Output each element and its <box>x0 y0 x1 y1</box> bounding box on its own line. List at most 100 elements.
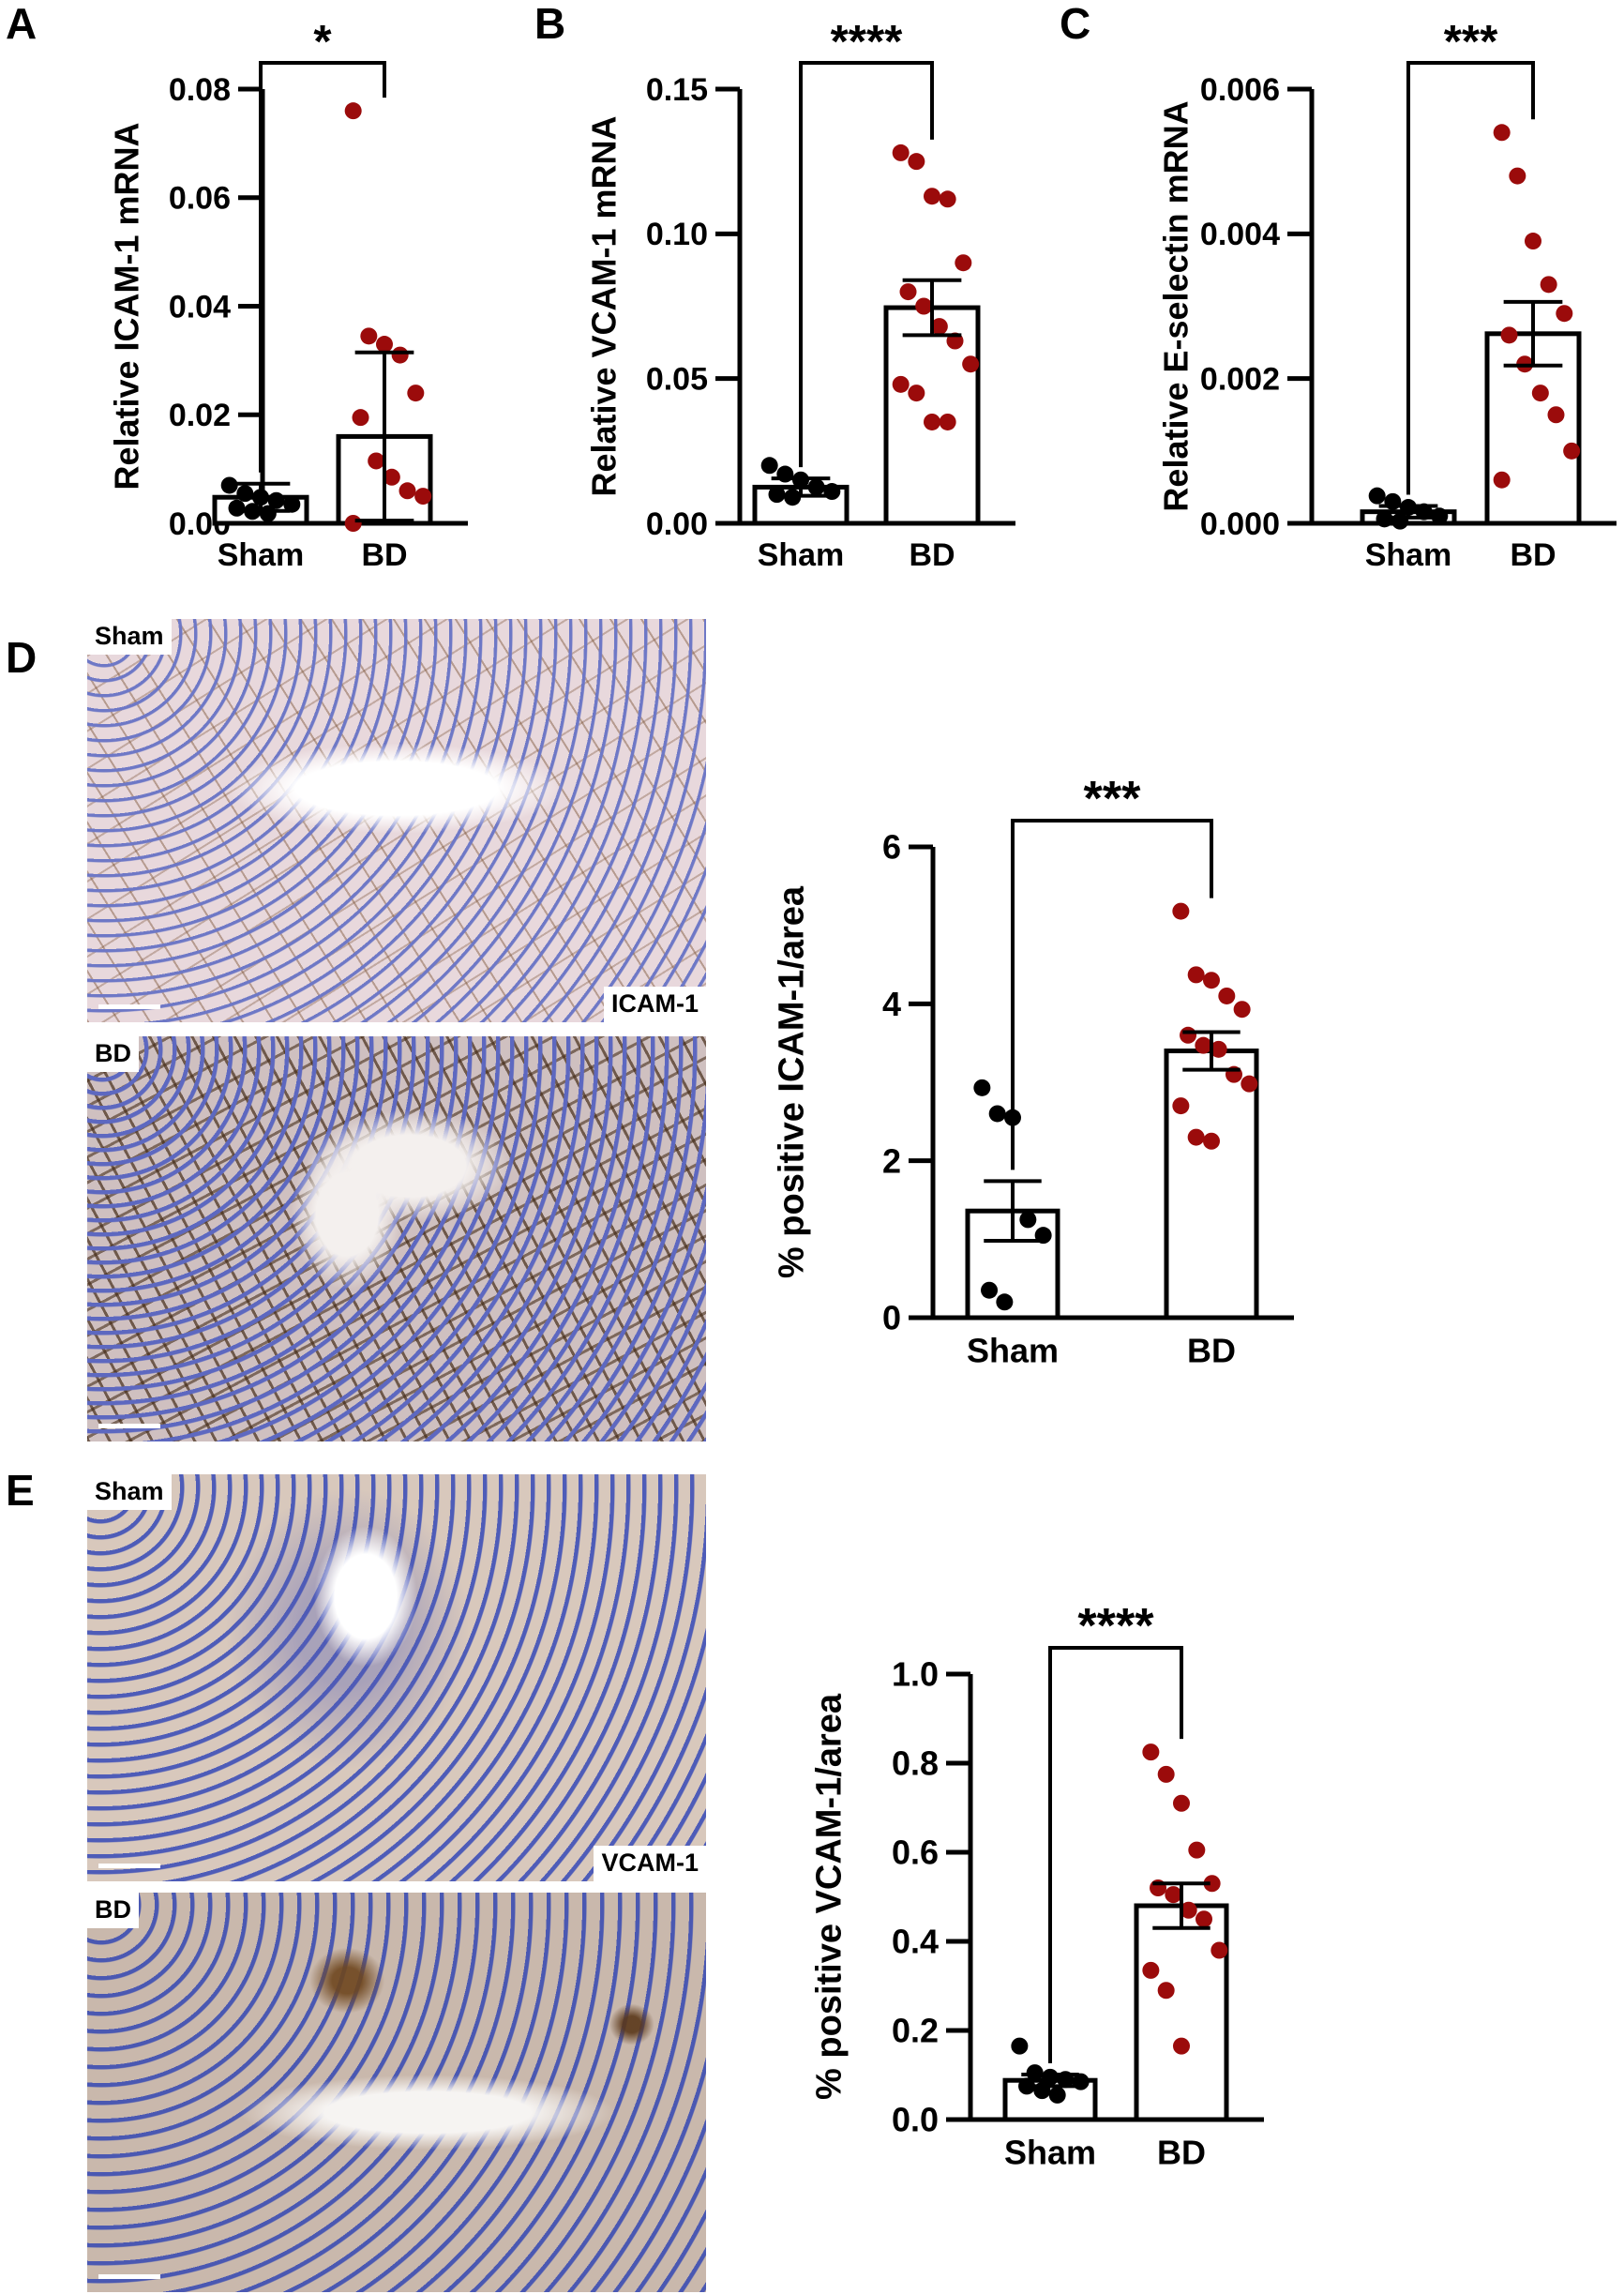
significance-stars: * <box>313 16 332 68</box>
y-tick-label: 0.08 <box>169 72 231 108</box>
data-point <box>908 385 925 402</box>
y-tick-label: 0.006 <box>1200 72 1280 108</box>
panel-letter-b: B <box>534 0 566 48</box>
data-point <box>939 413 956 430</box>
panel-letter-c: C <box>1060 0 1091 48</box>
significance-bracket <box>259 61 386 473</box>
data-point <box>892 375 910 393</box>
data-point <box>344 515 362 532</box>
micrograph-d-sham: Sham ICAM-1 <box>87 619 706 1022</box>
significance-stars: *** <box>1084 772 1142 826</box>
micrograph-marker-label: ICAM-1 <box>604 987 706 1022</box>
bar-bd <box>1164 1049 1259 1321</box>
y-tick-label: 0.06 <box>169 181 231 217</box>
y-tick-label: 0.6 <box>892 1834 939 1872</box>
data-point <box>1509 167 1526 185</box>
chart-vcam1-area: 0.0 0.2 0.4 0.6 0.8 1.0 % positive VCAM-1/area… <box>810 1599 1264 2171</box>
data-point <box>1531 385 1549 402</box>
y-tick-label: 0.02 <box>169 398 231 433</box>
data-point <box>981 1281 999 1299</box>
data-point <box>344 102 362 120</box>
data-point <box>220 476 238 494</box>
data-point <box>760 457 778 475</box>
significance-stars: **** <box>831 16 904 68</box>
y-tick-label: 4 <box>882 985 901 1023</box>
y-axis-label: Relative ICAM-1 mRNA <box>107 122 145 490</box>
data-point <box>391 346 409 364</box>
data-point <box>1203 1132 1220 1150</box>
scale-bar <box>98 1004 160 1009</box>
data-point <box>988 1105 1006 1123</box>
x-category-label: Sham <box>1004 2133 1096 2171</box>
y-tick-label: 0.0 <box>892 2101 939 2139</box>
data-point <box>283 495 301 513</box>
data-point <box>236 485 254 503</box>
data-point <box>414 488 432 506</box>
data-point <box>1431 507 1449 525</box>
y-tick-label: 2 <box>882 1141 901 1180</box>
data-point <box>1493 124 1511 142</box>
y-tick-label: 0.2 <box>892 2012 939 2050</box>
scale-bar <box>98 1864 160 1868</box>
data-point <box>996 1293 1014 1311</box>
y-tick-label: 0.000 <box>1200 506 1280 542</box>
y-tick-label: 0.15 <box>646 72 708 108</box>
data-point <box>1203 1875 1221 1893</box>
micrograph-e-sham: Sham VCAM-1 <box>87 1474 706 1881</box>
significance-bracket <box>1048 1646 1183 2064</box>
x-category-label: Sham <box>758 537 845 573</box>
data-point <box>1525 233 1541 250</box>
data-point <box>1368 487 1386 505</box>
data-point <box>915 297 933 315</box>
data-point <box>924 413 940 430</box>
data-point <box>368 452 385 470</box>
data-point <box>1540 276 1557 294</box>
data-point <box>1556 305 1573 323</box>
data-point <box>924 188 940 205</box>
data-point <box>939 190 956 208</box>
data-point <box>1195 1910 1212 1928</box>
data-point <box>1142 1961 1160 1979</box>
x-category-label: BD <box>1157 2133 1206 2171</box>
data-point <box>962 355 980 373</box>
data-point <box>383 468 400 486</box>
significance-stars: **** <box>1077 1599 1154 1653</box>
significance-bracket <box>1011 819 1213 1170</box>
x-category-label: BD <box>909 537 955 573</box>
y-tick-label: 0.8 <box>892 1744 939 1783</box>
data-point <box>892 143 910 161</box>
panel-letter-e: E <box>6 1466 35 1515</box>
y-tick-label: 0.004 <box>1200 217 1280 252</box>
data-point <box>1493 471 1511 489</box>
y-tick-label: 0.4 <box>892 1923 939 1961</box>
data-point <box>1187 1128 1205 1146</box>
data-point <box>1173 1794 1190 1812</box>
data-point <box>1233 1001 1251 1019</box>
data-point <box>1241 1075 1258 1093</box>
significance-bracket <box>1406 61 1535 495</box>
scale-bar <box>98 2274 160 2279</box>
data-point <box>955 254 972 272</box>
y-tick-label: 0.10 <box>646 217 708 252</box>
y-tick-label: 6 <box>882 828 901 867</box>
x-category-label: BD <box>1187 1331 1236 1369</box>
chart-vcam1-mrna: 0.00 0.05 0.10 0.15 Relative VCAM-1 mRNA Sham… <box>584 16 1015 573</box>
data-point <box>352 409 369 427</box>
data-point <box>1188 1841 1206 1859</box>
micrograph-e-bd: BD <box>87 1893 706 2292</box>
micrograph-tag: Sham <box>87 619 172 655</box>
micrograph-tag: Sham <box>87 1474 172 1510</box>
data-point <box>1210 1040 1227 1058</box>
panel-letter-d: D <box>6 633 38 682</box>
data-point <box>1157 1982 1175 2000</box>
y-tick-label: 0.00 <box>646 506 708 542</box>
y-axis-label: % positive ICAM-1/area <box>773 885 812 1278</box>
data-point <box>1210 1941 1228 1959</box>
significance-stars: *** <box>1444 16 1498 68</box>
data-point <box>899 283 917 301</box>
x-category-label: BD <box>1510 537 1556 573</box>
y-tick-label: 1.0 <box>892 1655 939 1694</box>
significance-bracket <box>799 61 934 468</box>
data-point <box>1048 2086 1066 2104</box>
